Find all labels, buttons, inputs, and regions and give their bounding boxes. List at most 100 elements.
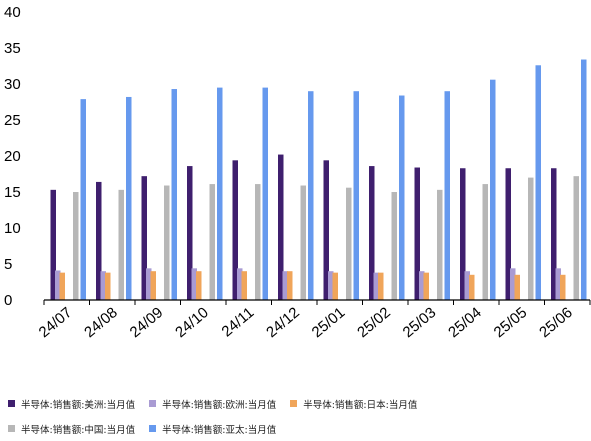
legend-label: 半导体:销售额:欧洲:当月值 xyxy=(162,399,277,411)
bar xyxy=(505,168,511,300)
bar xyxy=(105,272,111,300)
x-tick-label: 25/06 xyxy=(536,304,576,341)
legend-label: 半导体:销售额:中国:当月值 xyxy=(21,424,136,436)
bar xyxy=(464,271,470,300)
y-tick-label: 0 xyxy=(4,292,12,309)
bar xyxy=(196,271,202,300)
legend-item-europe: 半导体:销售额:欧洲:当月值 xyxy=(149,397,276,411)
legend-item-asia-pacific: 半导体:销售额:亚太:当月值 xyxy=(149,422,276,436)
bar xyxy=(419,271,425,300)
bar xyxy=(191,268,197,300)
bar xyxy=(469,274,475,300)
legend-swatch xyxy=(290,400,298,407)
bar xyxy=(209,184,215,300)
x-tick-label: 25/02 xyxy=(354,304,394,341)
bar xyxy=(146,268,152,300)
legend-row: 半导体:销售额:中国:当月值 半导体:销售额:亚太:当月值 xyxy=(8,416,588,441)
bar xyxy=(528,177,534,300)
bar xyxy=(282,271,288,300)
bar xyxy=(55,270,61,300)
bar xyxy=(555,268,561,300)
bar xyxy=(460,168,466,300)
bar xyxy=(278,154,284,300)
bar xyxy=(414,167,420,300)
bar xyxy=(346,187,352,300)
bar xyxy=(150,271,156,300)
y-axis-ticks: 0 5 10 15 20 25 30 35 40 xyxy=(4,4,21,309)
bar xyxy=(581,59,587,300)
y-tick-label: 10 xyxy=(4,220,21,237)
bar xyxy=(490,79,496,301)
legend-swatch xyxy=(8,400,15,407)
bar xyxy=(369,166,375,300)
x-axis-ticks xyxy=(43,300,591,305)
bar xyxy=(80,99,86,301)
y-tick-label: 5 xyxy=(4,256,12,273)
bar xyxy=(241,271,247,300)
bar xyxy=(399,95,405,301)
x-tick-label: 25/04 xyxy=(445,304,485,341)
legend: 半导体:销售额:美洲:当月值 半导体:销售额:欧洲:当月值 半导体:销售额:日本… xyxy=(8,391,588,441)
legend-item-china: 半导体:销售额:中国:当月值 xyxy=(8,422,135,436)
bar xyxy=(100,271,106,300)
bar xyxy=(118,189,124,300)
x-tick-label: 24/09 xyxy=(127,304,167,341)
bar xyxy=(96,181,102,300)
bars-group xyxy=(50,59,587,301)
legend-label: 半导体:销售额:亚太:当月值 xyxy=(162,424,277,436)
bar xyxy=(237,268,243,300)
x-tick-label: 25/01 xyxy=(309,304,349,341)
legend-swatch xyxy=(8,425,15,432)
bar xyxy=(217,87,223,300)
legend-label: 半导体:销售额:美洲:当月值 xyxy=(21,399,136,411)
bar xyxy=(391,192,397,300)
bar xyxy=(323,160,329,300)
bar xyxy=(262,87,268,300)
legend-swatch xyxy=(149,425,157,432)
bar xyxy=(378,272,384,300)
y-tick-label: 40 xyxy=(4,4,21,21)
bar xyxy=(482,184,488,300)
y-tick-label: 30 xyxy=(4,76,21,93)
bar xyxy=(444,91,450,300)
x-tick-label: 24/10 xyxy=(172,304,212,341)
bar xyxy=(308,91,314,300)
bar xyxy=(73,192,79,300)
y-tick-label: 25 xyxy=(4,112,21,129)
bar xyxy=(232,160,238,300)
bar xyxy=(514,274,520,300)
bar xyxy=(50,189,56,300)
bar xyxy=(573,176,579,300)
bar xyxy=(164,185,170,300)
x-tick-label: 25/05 xyxy=(491,304,531,341)
x-axis-labels: 24/07 24/08 24/09 24/10 24/11 24/12 25/01 25/02… xyxy=(36,304,576,341)
legend-item-americas: 半导体:销售额:美洲:当月值 xyxy=(8,397,135,411)
bar xyxy=(300,185,306,300)
bar xyxy=(171,89,177,300)
x-tick-label: 24/08 xyxy=(81,304,121,341)
x-tick-label: 24/07 xyxy=(36,304,76,341)
bar xyxy=(59,272,65,300)
legend-label: 半导体:销售额:日本:当月值 xyxy=(303,399,418,411)
y-tick-label: 35 xyxy=(4,40,21,57)
bar xyxy=(287,271,293,300)
bar xyxy=(255,184,261,300)
legend-swatch xyxy=(149,400,157,407)
legend-row: 半导体:销售额:美洲:当月值 半导体:销售额:欧洲:当月值 半导体:销售额:日本… xyxy=(8,391,588,416)
bar xyxy=(141,176,147,300)
bar xyxy=(560,274,566,300)
bar xyxy=(510,268,516,300)
x-tick-label: 25/03 xyxy=(400,304,440,341)
bar xyxy=(332,272,338,300)
bar xyxy=(423,272,429,300)
y-tick-label: 15 xyxy=(4,184,21,201)
bar xyxy=(187,166,193,300)
bar xyxy=(551,168,557,300)
bar xyxy=(328,271,334,300)
y-tick-label: 20 xyxy=(4,148,21,165)
bar xyxy=(437,189,443,300)
legend-item-japan: 半导体:销售额:日本:当月值 xyxy=(290,397,417,411)
bar xyxy=(126,96,132,301)
x-tick-label: 24/12 xyxy=(263,304,303,341)
